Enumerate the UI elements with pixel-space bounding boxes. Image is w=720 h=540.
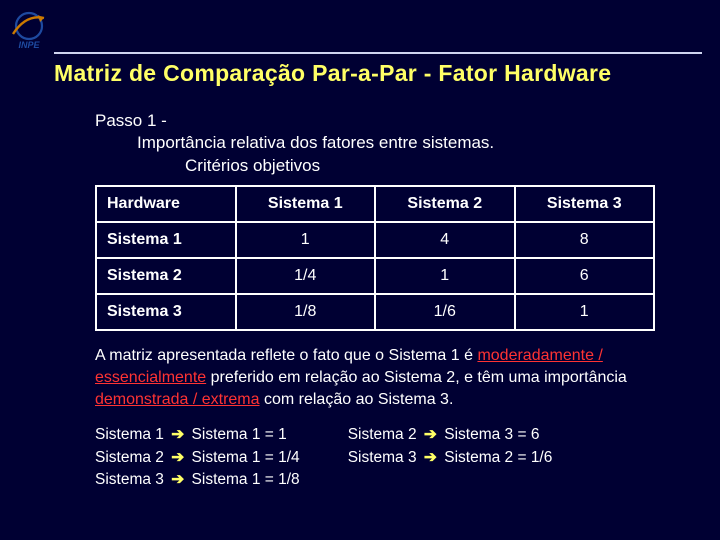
inpe-logo: INPE (8, 8, 50, 50)
step-text: Passo 1 - Importância relativa dos fator… (95, 110, 665, 177)
para-seg: A matriz apresentada reflete o fato que … (95, 347, 477, 364)
cell: 1 (375, 258, 515, 294)
col-header: Sistema 2 (375, 186, 515, 222)
arrow-right-icon: ➔ (168, 449, 187, 466)
relations-right: Sistema 2 ➔ Sistema 3 = 6 Sistema 3 ➔ Si… (348, 424, 553, 491)
relation-a: Sistema 2 (348, 426, 417, 443)
arrow-right-icon: ➔ (168, 471, 187, 488)
relation-a: Sistema 1 (95, 426, 164, 443)
cell: 1/4 (236, 258, 376, 294)
relation-b: Sistema 1 = 1 (192, 426, 287, 443)
arrow-right-icon: ➔ (168, 426, 187, 443)
table-header-row: Hardware Sistema 1 Sistema 2 Sistema 3 (96, 186, 654, 222)
step-line-2: Importância relativa dos fatores entre s… (95, 132, 665, 154)
col-header: Sistema 3 (515, 186, 655, 222)
arrow-right-icon: ➔ (421, 426, 440, 443)
relation-b: Sistema 1 = 1/8 (192, 471, 300, 488)
cell: 1/6 (375, 294, 515, 330)
cell: 8 (515, 222, 655, 258)
table-row: Sistema 2 1/4 1 6 (96, 258, 654, 294)
table-row: Sistema 1 1 4 8 (96, 222, 654, 258)
relation-a: Sistema 2 (95, 449, 164, 466)
relations-left: Sistema 1 ➔ Sistema 1 = 1 Sistema 2 ➔ Si… (95, 424, 300, 491)
relation-b: Sistema 2 = 1/6 (444, 449, 552, 466)
cell: 1 (236, 222, 376, 258)
relation-b: Sistema 1 = 1/4 (192, 449, 300, 466)
relation-a: Sistema 3 (95, 471, 164, 488)
table-row: Sistema 3 1/8 1/6 1 (96, 294, 654, 330)
title-rule (54, 52, 702, 54)
comparison-matrix: Hardware Sistema 1 Sistema 2 Sistema 3 S… (95, 185, 655, 331)
relations-columns: Sistema 1 ➔ Sistema 1 = 1 Sistema 2 ➔ Si… (95, 424, 665, 491)
row-header: Sistema 3 (96, 294, 236, 330)
cell: 1/8 (236, 294, 376, 330)
col-header: Sistema 1 (236, 186, 376, 222)
page-title: Matriz de Comparação Par-a-Par - Fator H… (54, 60, 611, 87)
para-seg: com relação ao Sistema 3. (260, 391, 454, 408)
step-line-3: Critérios objetivos (95, 155, 665, 177)
arrow-right-icon: ➔ (421, 449, 440, 466)
step-line-1: Passo 1 - (95, 110, 665, 132)
relation-a: Sistema 3 (348, 449, 417, 466)
para-em: demonstrada / extrema (95, 391, 260, 408)
relation-line: Sistema 2 ➔ Sistema 3 = 6 (348, 424, 553, 446)
row-header: Sistema 2 (96, 258, 236, 294)
para-seg: preferido em relação ao Sistema 2, e têm… (206, 369, 627, 386)
relation-line: Sistema 3 ➔ Sistema 2 = 1/6 (348, 447, 553, 469)
logo-text: INPE (18, 40, 40, 50)
row-header: Sistema 1 (96, 222, 236, 258)
relation-line: Sistema 3 ➔ Sistema 1 = 1/8 (95, 469, 300, 491)
relation-line: Sistema 1 ➔ Sistema 1 = 1 (95, 424, 300, 446)
explanation-paragraph: A matriz apresentada reflete o fato que … (95, 345, 665, 410)
relation-line: Sistema 2 ➔ Sistema 1 = 1/4 (95, 447, 300, 469)
cell: 1 (515, 294, 655, 330)
content-area: Passo 1 - Importância relativa dos fator… (95, 110, 665, 492)
table-corner: Hardware (96, 186, 236, 222)
cell: 6 (515, 258, 655, 294)
relation-b: Sistema 3 = 6 (444, 426, 539, 443)
cell: 4 (375, 222, 515, 258)
